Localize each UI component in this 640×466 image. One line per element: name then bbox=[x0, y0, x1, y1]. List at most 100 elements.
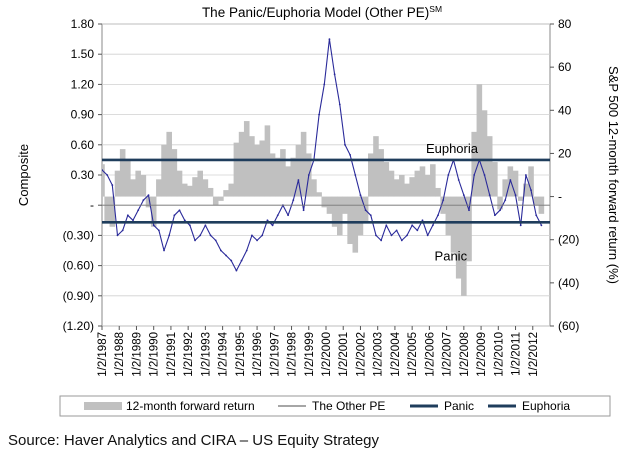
legend: 12-month forward return The Other PE Pan… bbox=[59, 395, 611, 417]
forward-return-bar bbox=[399, 175, 405, 197]
forward-return-bar bbox=[492, 162, 498, 197]
forward-return-bar bbox=[471, 131, 477, 197]
other-pe-point bbox=[163, 249, 165, 252]
left-axis-tick-label: 1.80 bbox=[71, 17, 95, 31]
forward-return-bar bbox=[455, 196, 462, 279]
annotation-panic: Panic bbox=[435, 249, 468, 264]
other-pe-point bbox=[116, 234, 119, 237]
other-pe-point bbox=[199, 234, 202, 237]
forward-return-bar bbox=[156, 179, 162, 197]
other-pe-point bbox=[416, 229, 419, 232]
x-axis-tick-label: 1/2/2012 bbox=[528, 332, 540, 377]
other-pe-point bbox=[406, 234, 408, 237]
other-pe-line bbox=[102, 38, 542, 272]
forward-return-bar bbox=[502, 179, 508, 197]
other-pe-point bbox=[514, 194, 517, 197]
x-axis-tick-label: 1/2/1988 bbox=[114, 332, 126, 377]
forward-return-bar bbox=[481, 110, 488, 197]
annotations: Euphoria Panic bbox=[426, 141, 479, 264]
other-pe-point bbox=[126, 214, 129, 217]
other-pe-point bbox=[147, 194, 150, 197]
other-pe-point bbox=[400, 239, 403, 242]
other-pe-point bbox=[121, 229, 124, 232]
forward-return-bar bbox=[517, 196, 524, 201]
forward-return-bar bbox=[254, 144, 260, 197]
other-pe-point bbox=[157, 229, 160, 232]
forward-return-bar bbox=[228, 183, 235, 197]
x-axis-tick-label: 1/2/2003 bbox=[373, 332, 385, 377]
x-axis-tick-label: 1/2/2005 bbox=[407, 332, 419, 377]
legend-swatch-forward-return bbox=[84, 402, 122, 410]
forward-return-bar bbox=[176, 170, 183, 197]
other-pe-point bbox=[369, 214, 372, 217]
forward-return-bar bbox=[512, 170, 519, 197]
forward-return-bar bbox=[414, 170, 421, 197]
forward-return-bar bbox=[135, 170, 141, 197]
right-axis-label: S&P 500 12-month forward return (%) bbox=[606, 66, 621, 284]
x-axis-tick-label: 1/2/2009 bbox=[476, 332, 488, 377]
other-pe-point bbox=[473, 174, 476, 176]
right-axis-tick-label: 40 bbox=[558, 103, 572, 117]
other-pe-point bbox=[256, 239, 258, 242]
legend-box bbox=[59, 395, 611, 417]
forward-return-bar bbox=[181, 183, 188, 197]
left-axis-tick-label: - bbox=[90, 198, 94, 212]
other-pe-point bbox=[287, 214, 289, 217]
forward-return-bar bbox=[280, 149, 286, 197]
legend-label-euphoria: Euphoria bbox=[522, 399, 570, 413]
forward-return-bar bbox=[171, 149, 178, 197]
other-pe-point bbox=[457, 179, 460, 181]
legend-label-panic: Panic bbox=[444, 399, 474, 413]
x-axis-tick-label: 1/2/1994 bbox=[218, 331, 230, 376]
forward-return-bar bbox=[269, 153, 276, 197]
other-pe-point bbox=[483, 174, 486, 176]
forward-return-bar bbox=[316, 192, 322, 197]
other-pe-point bbox=[219, 249, 222, 252]
other-pe-point bbox=[390, 234, 393, 237]
other-pe-point bbox=[188, 224, 191, 227]
other-pe-point bbox=[225, 254, 227, 257]
other-pe-point bbox=[307, 174, 310, 176]
forward-return-bar bbox=[140, 175, 147, 197]
left-axis-tick-label: 1.50 bbox=[71, 47, 95, 61]
other-pe-point bbox=[132, 219, 134, 222]
right-axis-tick-label: (60) bbox=[558, 319, 579, 333]
forward-return-bar bbox=[202, 179, 209, 197]
x-axis-tick-label: 1/2/1993 bbox=[200, 332, 212, 377]
forward-return-bar bbox=[383, 162, 390, 197]
forward-return-bar bbox=[125, 159, 131, 197]
x-axis-tick-label: 1/2/1992 bbox=[183, 332, 195, 377]
forward-return-bar bbox=[378, 149, 384, 197]
other-pe-point bbox=[276, 214, 279, 217]
other-pe-point bbox=[421, 219, 424, 222]
right-axis-tick-label: 60 bbox=[558, 60, 572, 74]
x-axis-tick-label: 1/2/2010 bbox=[493, 332, 505, 377]
other-pe-point bbox=[375, 234, 377, 237]
x-axis-tick-label: 1/2/1996 bbox=[252, 332, 264, 377]
other-pe-point bbox=[499, 209, 501, 212]
forward-return-bar bbox=[486, 136, 493, 197]
forward-return-bar bbox=[150, 196, 157, 227]
forward-return-bar bbox=[393, 179, 400, 197]
left-axis-tick-label: 1.20 bbox=[71, 77, 95, 91]
right-axis: 80 60 40 20 - (20) (40) (60) bbox=[550, 17, 579, 333]
other-pe-point bbox=[173, 214, 176, 217]
forward-return-bar bbox=[404, 183, 410, 197]
forward-return-bar bbox=[295, 144, 302, 197]
other-pe-point bbox=[168, 234, 171, 237]
other-pe-point bbox=[462, 194, 465, 197]
x-axis-tick-label: 1/2/2004 bbox=[390, 331, 402, 376]
forward-return-bar bbox=[528, 166, 534, 197]
other-pe-point bbox=[142, 199, 145, 202]
forward-return-bar bbox=[104, 196, 110, 223]
other-pe-point bbox=[204, 224, 207, 227]
other-pe-point bbox=[152, 224, 155, 227]
forward-return-bar bbox=[102, 164, 105, 197]
forward-return-bar bbox=[233, 142, 240, 197]
forward-return-bar bbox=[321, 196, 328, 208]
other-pe-point bbox=[488, 194, 491, 197]
other-pe-point bbox=[261, 234, 264, 237]
left-axis-tick-label: 0.90 bbox=[71, 108, 95, 122]
other-pe-point bbox=[524, 174, 527, 176]
x-axis-tick-label: 1/2/2007 bbox=[442, 332, 454, 377]
